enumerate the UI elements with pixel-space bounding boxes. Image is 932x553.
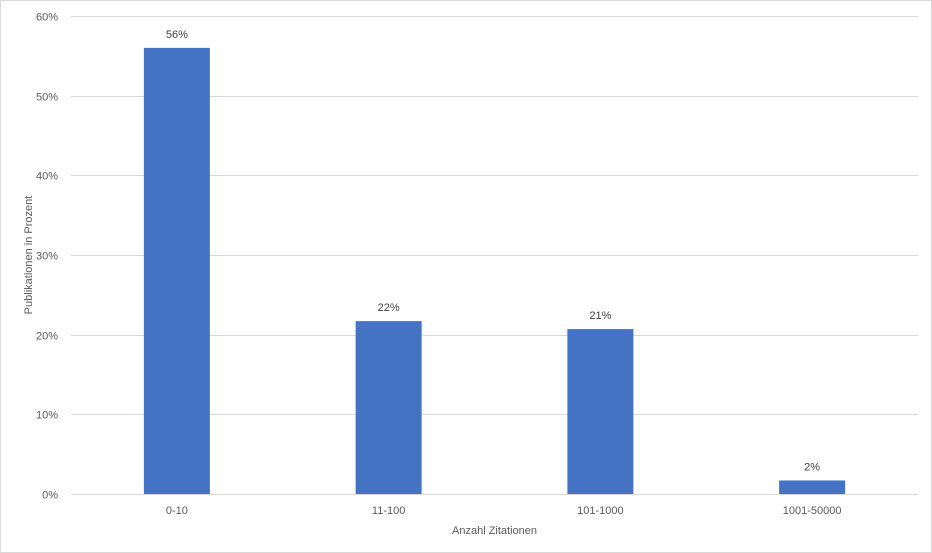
x-axis-title: Anzahl Zitationen: [452, 525, 537, 537]
data-label: 21%: [589, 310, 611, 322]
y-tick-label: 60%: [36, 12, 58, 24]
data-labels: 56% 22% 21% 2%: [166, 29, 820, 474]
bar-1001-50000: [779, 480, 846, 494]
y-axis-ticks: 0% 10% 20% 30% 40% 50% 60%: [36, 12, 58, 502]
x-tick-label: 11-100: [372, 505, 405, 517]
y-tick-label: 20%: [36, 331, 58, 343]
y-tick-label: 40%: [36, 171, 58, 183]
gridlines: [71, 16, 918, 495]
x-axis-ticks: 0-10 11-100 101-1000 1001-50000: [166, 505, 842, 517]
data-label: 2%: [804, 461, 820, 473]
x-tick-label: 0-10: [166, 505, 188, 517]
bar-0-10: [143, 47, 210, 494]
bars: [143, 47, 846, 494]
bar-11-100: [355, 321, 422, 494]
y-axis-title: Publikationen in Prozent: [23, 196, 35, 315]
y-tick-label: 50%: [36, 92, 58, 104]
y-tick-label: 30%: [36, 251, 58, 263]
x-tick-label: 1001-50000: [783, 505, 842, 517]
data-label: 22%: [378, 302, 400, 314]
data-label: 56%: [166, 29, 188, 41]
bar-101-1000: [567, 329, 634, 494]
y-tick-label: 10%: [36, 410, 58, 422]
y-tick-label: 0%: [42, 490, 58, 502]
x-tick-label: 101-1000: [577, 505, 624, 517]
